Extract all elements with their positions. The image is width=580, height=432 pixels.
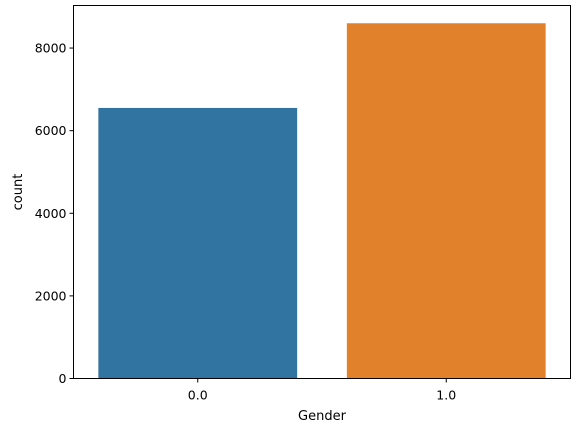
y-tick-label: 4000 (35, 206, 67, 221)
y-tick-label: 8000 (35, 41, 67, 56)
bars-layer (98, 23, 546, 379)
x-tick-label: 1.0 (436, 388, 456, 403)
y-tick-label: 0 (59, 371, 67, 386)
y-tick-label: 6000 (35, 123, 67, 138)
y-axis: 0 2000 4000 6000 8000 (35, 41, 74, 386)
x-tick-label: 0.0 (188, 388, 208, 403)
bar-1-0 (346, 23, 546, 379)
bar-0-0 (98, 107, 298, 379)
x-axis: 0.0 1.0 (188, 378, 456, 403)
x-axis-label: Gender (298, 409, 347, 424)
plot-frame (73, 5, 571, 379)
y-tick-label: 2000 (35, 288, 67, 303)
y-axis-label: count (11, 174, 26, 211)
